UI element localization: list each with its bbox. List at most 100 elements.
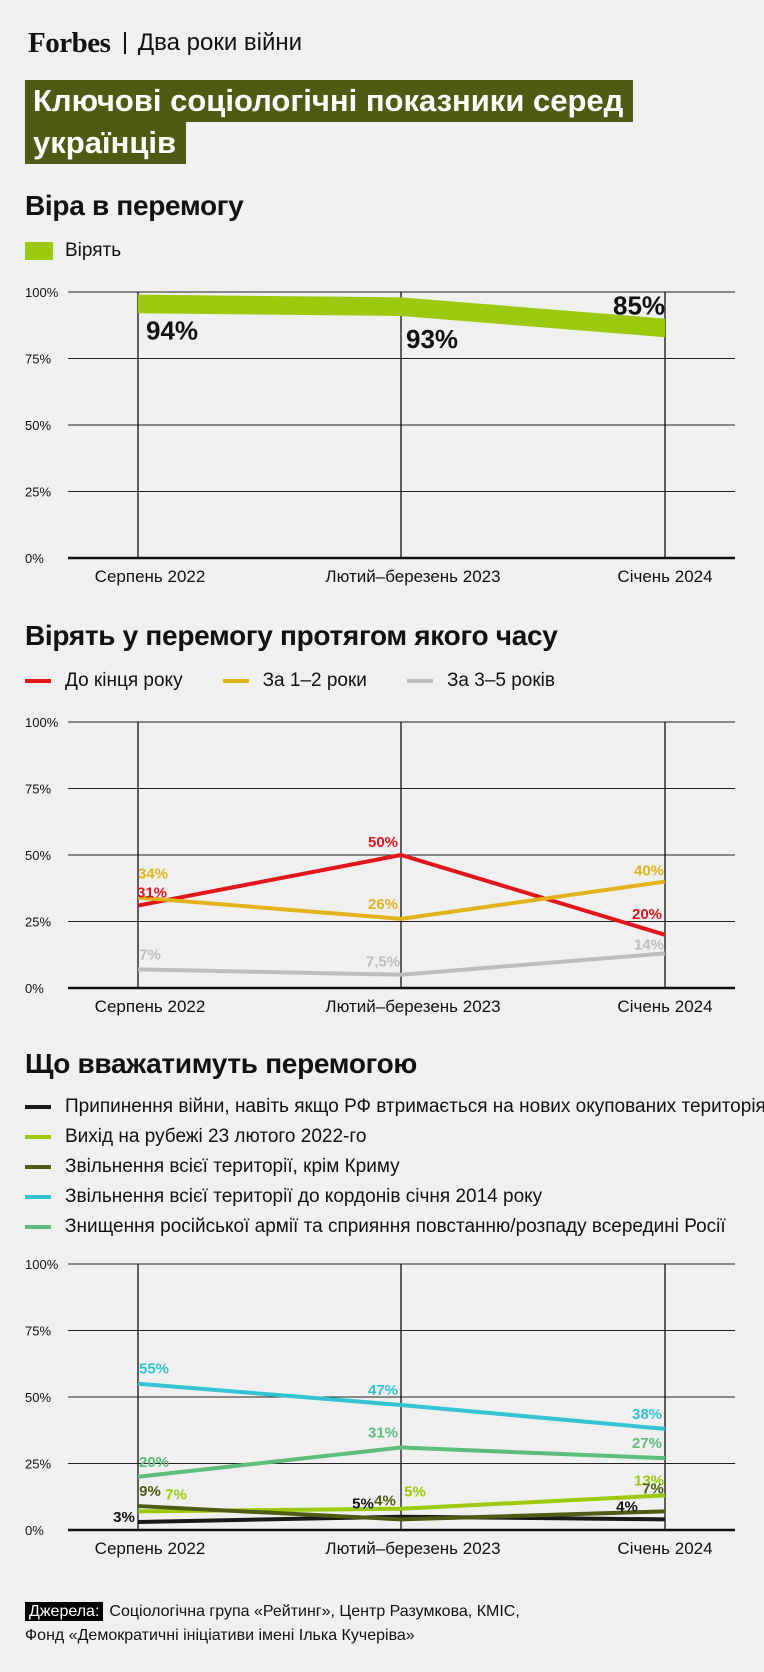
y-tick-label: 100% — [25, 715, 59, 730]
x-tick-label: Січень 2024 — [617, 997, 712, 1016]
series-line — [137, 951, 666, 977]
series-line — [137, 1381, 666, 1431]
data-label: 26% — [368, 896, 398, 913]
y-tick-label: 0% — [25, 551, 44, 566]
data-label: 38% — [632, 1406, 662, 1423]
x-tick-label: Серпень 2022 — [95, 1539, 206, 1558]
legend-item: За 3–5 років — [406, 670, 555, 692]
legend-label: Знищення російської армії та сприяння по… — [65, 1216, 726, 1237]
legend-label: До кінця року — [65, 670, 183, 691]
series-line — [137, 1514, 666, 1525]
legend-label: За 3–5 років — [446, 670, 555, 691]
data-label: 50% — [368, 834, 398, 851]
legend-label: Припинення війни, навіть якщо РФ втримає… — [65, 1096, 764, 1117]
x-tick-label: Лютий–березень 2023 — [325, 567, 500, 586]
page-title-line2: українців — [25, 122, 187, 164]
series-line — [137, 1504, 666, 1522]
data-label: 9% — [139, 1483, 161, 1500]
y-tick-label: 25% — [25, 485, 51, 500]
legend-item: Припинення війни, навіть якщо РФ втримає… — [25, 1092, 764, 1122]
x-tick-label: Лютий–березень 2023 — [325, 1539, 500, 1558]
legend-swatch — [25, 1105, 51, 1109]
legend-belief: Вірять — [25, 240, 161, 262]
x-tick-label: Січень 2024 — [617, 567, 712, 586]
y-tick-label: 25% — [25, 915, 51, 930]
y-tick-label: 0% — [25, 1523, 44, 1538]
series-line — [137, 853, 666, 937]
header: Forbes Два роки війни — [28, 26, 302, 60]
legend-item: Вірять — [25, 240, 121, 262]
data-label: 27% — [632, 1435, 662, 1452]
source-note: Джерела: Соціологічна група «Рейтинг», Це… — [25, 1600, 520, 1648]
y-tick-label: 75% — [25, 352, 51, 367]
data-label: 7% — [139, 946, 161, 963]
chart-belief: 0% 25% 50% 75% 100% Серпень 2022 Лютий–березен… — [25, 285, 735, 586]
legend-item: Вихід на рубежі 23 лютого 2022-го — [25, 1122, 764, 1152]
y-tick-label: 0% — [25, 981, 44, 996]
legend-item: Звільнення всієї території, крім Криму — [25, 1152, 764, 1182]
legend-item: До кінця року — [25, 670, 183, 692]
data-label: 85% — [613, 291, 665, 321]
data-label: 4% — [616, 1498, 638, 1515]
legend-swatch — [406, 679, 433, 683]
legend-swatch — [25, 1135, 51, 1139]
legend-swatch — [25, 1165, 51, 1169]
section-title-belief: Віра в перемогу — [25, 190, 244, 221]
data-label: 40% — [634, 863, 664, 880]
data-label: 55% — [139, 1361, 169, 1378]
series-line — [137, 879, 666, 921]
data-label: 31% — [137, 885, 167, 902]
legend-swatch — [222, 679, 249, 683]
legend-label: Вихід на рубежі 23 лютого 2022-го — [65, 1126, 367, 1147]
legend-swatch — [25, 1195, 51, 1199]
legend-label: Звільнення всієї території до кордонів с… — [65, 1186, 543, 1207]
y-tick-label: 50% — [25, 418, 51, 433]
chart-timeframe: 0% 25% 50% 75% 100% Серпень 2022 Лютий–березен… — [25, 715, 735, 1016]
data-label: 47% — [368, 1382, 398, 1399]
y-tick-label: 75% — [25, 1324, 51, 1339]
y-tick-label: 100% — [25, 1257, 59, 1272]
data-label: 93% — [406, 324, 458, 354]
source-label: Джерела: — [25, 1602, 104, 1621]
x-tick-label: Серпень 2022 — [95, 567, 206, 586]
data-label: 5% — [404, 1484, 426, 1501]
legend-item: Звільнення всієї території до кордонів с… — [25, 1182, 764, 1212]
source-line1: Соціологічна група «Рейтинг», Центр Разу… — [109, 1603, 520, 1620]
header-subtitle: Два роки війни — [137, 29, 303, 56]
data-label: 94% — [146, 315, 198, 345]
legend-label: За 1–2 роки — [262, 670, 367, 691]
data-label: 14% — [634, 936, 664, 953]
y-tick-label: 50% — [25, 1390, 51, 1405]
series-line — [137, 1445, 666, 1479]
legend-item: Знищення російської армії та сприяння по… — [25, 1212, 764, 1242]
data-label: 20% — [139, 1454, 169, 1471]
legend-timeframe: До кінця року За 1–2 роки За 3–5 років — [25, 670, 595, 692]
legend-victory: Припинення війни, навіть якщо РФ втримає… — [25, 1092, 764, 1242]
data-label: 3% — [113, 1509, 135, 1526]
y-tick-label: 25% — [25, 1457, 51, 1472]
data-label: 20% — [632, 906, 662, 923]
data-label: 5% — [352, 1496, 374, 1513]
belief-band — [138, 294, 665, 338]
data-label: 13% — [634, 1472, 664, 1489]
legend-swatch — [25, 679, 51, 683]
data-label: 7% — [642, 1480, 664, 1497]
data-label: 34% — [138, 866, 168, 883]
section-title-timeframe: Вірять у перемогу протягом якого часу — [25, 620, 558, 651]
page-title-line1: Ключові соціологічні показники серед — [25, 80, 634, 122]
brand-logo: Forbes — [28, 26, 111, 59]
data-label: 7% — [165, 1486, 187, 1503]
legend-label: Звільнення всієї території, крім Криму — [65, 1156, 400, 1177]
section-title-victory: Що вважатимуть перемогою — [25, 1048, 418, 1079]
data-label: 4% — [374, 1492, 396, 1509]
y-tick-label: 50% — [25, 848, 51, 863]
data-label: 7,5% — [366, 954, 400, 971]
y-tick-label: 100% — [25, 285, 59, 300]
legend-swatch — [25, 1225, 51, 1229]
header-divider — [124, 32, 126, 54]
chart-victory: 0% 25% 50% 75% 100% Серпень 2022 Лютий–березен… — [25, 1257, 735, 1558]
x-tick-label: Лютий–березень 2023 — [325, 997, 500, 1016]
x-tick-label: Січень 2024 — [617, 1539, 712, 1558]
x-tick-label: Серпень 2022 — [95, 997, 206, 1016]
y-tick-label: 75% — [25, 782, 51, 797]
